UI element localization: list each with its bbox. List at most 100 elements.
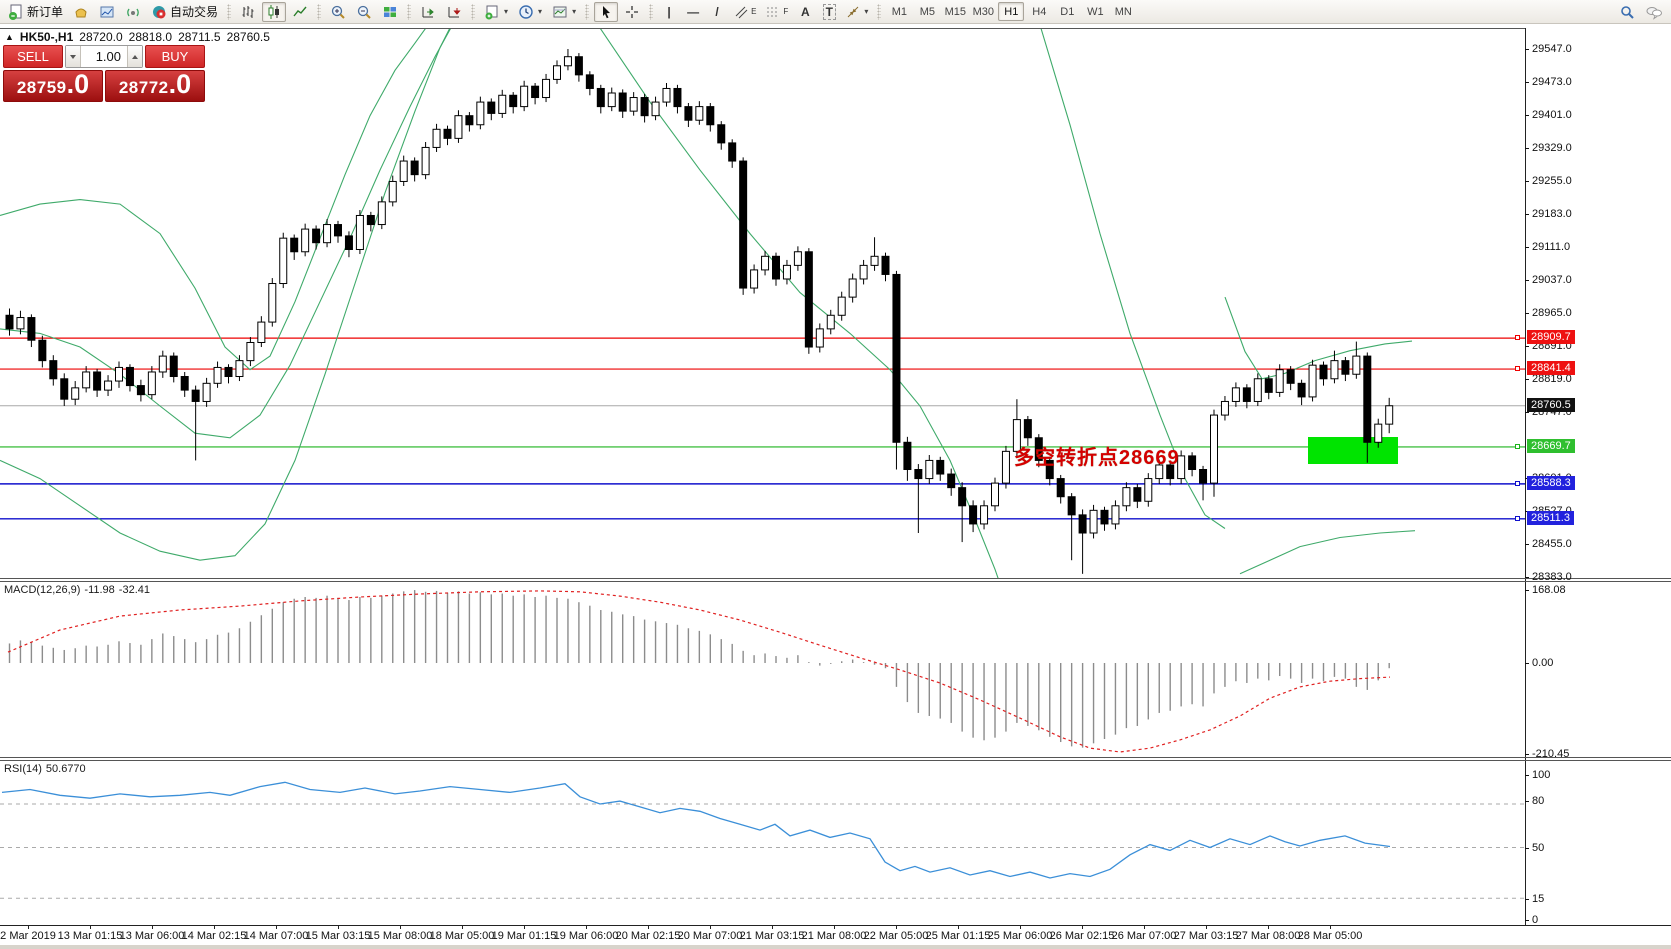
bar-chart-button[interactable] [236, 2, 260, 22]
time-label: 26 Mar 02:15 [1049, 930, 1115, 942]
search-button[interactable] [1615, 2, 1639, 22]
candle [136, 385, 145, 396]
sell-price[interactable]: 28759 .0 [3, 70, 103, 102]
macd-name: MACD(12,26,9) [4, 584, 81, 596]
shapes-dropdown[interactable]: ▾ [842, 2, 872, 22]
chart-text-annotation[interactable]: 多空转折点28669 [1014, 447, 1180, 469]
candle [1363, 355, 1372, 443]
candle [531, 85, 540, 99]
line-anchor-marker[interactable] [1515, 480, 1520, 486]
price-axis[interactable]: 29547.0 29473.0 29401.0 29329.0 29255.0 29183… [1515, 24, 1671, 926]
timeframe-h1[interactable]: H1 [998, 2, 1025, 21]
new-chart-dropdown[interactable]: ▾ [480, 2, 512, 22]
purse-icon [75, 8, 87, 17]
timeframe-m15[interactable]: M15 [944, 5, 967, 18]
highlight-rectangle[interactable] [1308, 437, 1398, 464]
line-anchor-marker[interactable] [1515, 515, 1520, 521]
cursor-button[interactable] [594, 1, 619, 22]
candle [925, 459, 934, 480]
chart-canvas[interactable] [0, 24, 1525, 925]
chart-shift-button[interactable] [442, 2, 466, 22]
new-order-button[interactable]: 新订单 [4, 2, 67, 22]
channel-button[interactable]: E [730, 2, 760, 22]
sell-price-main: 28759 [16, 78, 67, 97]
clock-icon [519, 4, 533, 19]
timeframe-m30[interactable]: M30 [972, 5, 995, 18]
price-line-label-28760.5: 28760.5 [1527, 397, 1575, 412]
tile-windows-button[interactable] [378, 2, 402, 22]
candle [235, 360, 244, 378]
volume-input[interactable]: 1.00 [95, 49, 121, 64]
panel-separator[interactable] [0, 578, 1671, 579]
line-chart-button[interactable] [288, 2, 312, 22]
axis-tick-label: 15 [1532, 893, 1545, 905]
sell-button[interactable]: SELL [3, 45, 63, 68]
candle [410, 160, 419, 176]
autoscroll-button[interactable] [416, 2, 440, 22]
profiles-dropdown[interactable]: ▾ [514, 2, 546, 22]
buy-button[interactable]: BUY [145, 45, 205, 68]
buy-price[interactable]: 28772 .0 [105, 70, 205, 102]
autotrade-button[interactable]: 自动交易 [147, 2, 222, 22]
chart-area[interactable]: ▲ HK50-,H1 28720.0 28818.0 28711.5 28760… [0, 24, 1671, 949]
candle [1220, 400, 1229, 416]
candle [1155, 464, 1164, 480]
panel-separator[interactable] [0, 757, 1671, 758]
timeframe-h4[interactable]: H4 [1032, 5, 1047, 18]
line-anchor-marker[interactable] [1515, 335, 1520, 341]
collapse-panel-icon[interactable]: ▲ [5, 32, 14, 42]
zoom-in-button[interactable] [326, 2, 350, 22]
candle [717, 124, 726, 144]
timeframe-d1[interactable]: D1 [1060, 5, 1075, 18]
bollinger-band-segment-1 [0, 28, 452, 439]
axis-tick-label: 29111.0 [1532, 241, 1571, 253]
deposit-button[interactable] [69, 2, 93, 22]
line-anchor-marker[interactable] [1515, 366, 1520, 372]
axis-tick [1525, 848, 1529, 849]
axis-tick [1525, 247, 1529, 248]
channel-icon [735, 6, 748, 18]
template-icon [553, 6, 567, 17]
candle [1385, 405, 1394, 425]
volume-increase-button[interactable] [127, 46, 142, 67]
timeframe-m1[interactable]: M1 [891, 5, 907, 18]
panel-separator[interactable] [0, 581, 1671, 582]
fibonacci-button[interactable]: F [762, 2, 792, 22]
signals-button[interactable] [121, 2, 145, 22]
candle [279, 237, 288, 285]
time-label: 15 Mar 08:00 [367, 930, 433, 942]
time-tick [834, 926, 835, 929]
toolbar-grip [471, 3, 476, 20]
cursor-icon [603, 5, 611, 18]
label-button[interactable]: T [818, 2, 840, 22]
crosshair-button[interactable] [620, 2, 644, 22]
timeframe-m5[interactable]: M5 [919, 5, 935, 18]
candle [1341, 360, 1350, 375]
horizontal-line-button[interactable]: — [682, 2, 704, 22]
time-axis[interactable]: 2 Mar 2019 13 Mar 01:15 13 Mar 06:00 14 Mar… [0, 925, 1671, 945]
chat-button[interactable] [1641, 2, 1667, 22]
axis-tick-label: 100 [1532, 769, 1551, 781]
market-watch-button[interactable] [95, 2, 119, 22]
timeframe-w1[interactable]: W1 [1087, 5, 1104, 18]
time-tick [586, 926, 587, 929]
timeframe-mn[interactable]: MN [1114, 5, 1132, 18]
text-button[interactable]: A [794, 2, 816, 22]
axis-tick [1525, 920, 1529, 921]
macd-panel-layer [7, 590, 1391, 753]
bollinger-band-segment-3 [599, 28, 999, 578]
zoom-out-button[interactable] [352, 2, 376, 22]
candle [257, 321, 266, 343]
volume-decrease-button[interactable] [66, 46, 81, 67]
candle-chart-button[interactable] [262, 1, 287, 22]
time-label: 2 Mar 2019 [0, 930, 56, 942]
ohlc-open: 28720.0 [79, 30, 123, 44]
horizontal-line-icon: — [687, 4, 700, 19]
line-anchor-marker[interactable] [1515, 443, 1520, 449]
trendline-button[interactable]: / [706, 2, 728, 22]
panel-separator[interactable] [0, 760, 1671, 761]
price-line-label-28669.7: 28669.7 [1527, 438, 1575, 453]
candle [301, 228, 310, 253]
templates-dropdown[interactable]: ▾ [548, 2, 580, 22]
vertical-line-button[interactable]: | [658, 2, 680, 22]
